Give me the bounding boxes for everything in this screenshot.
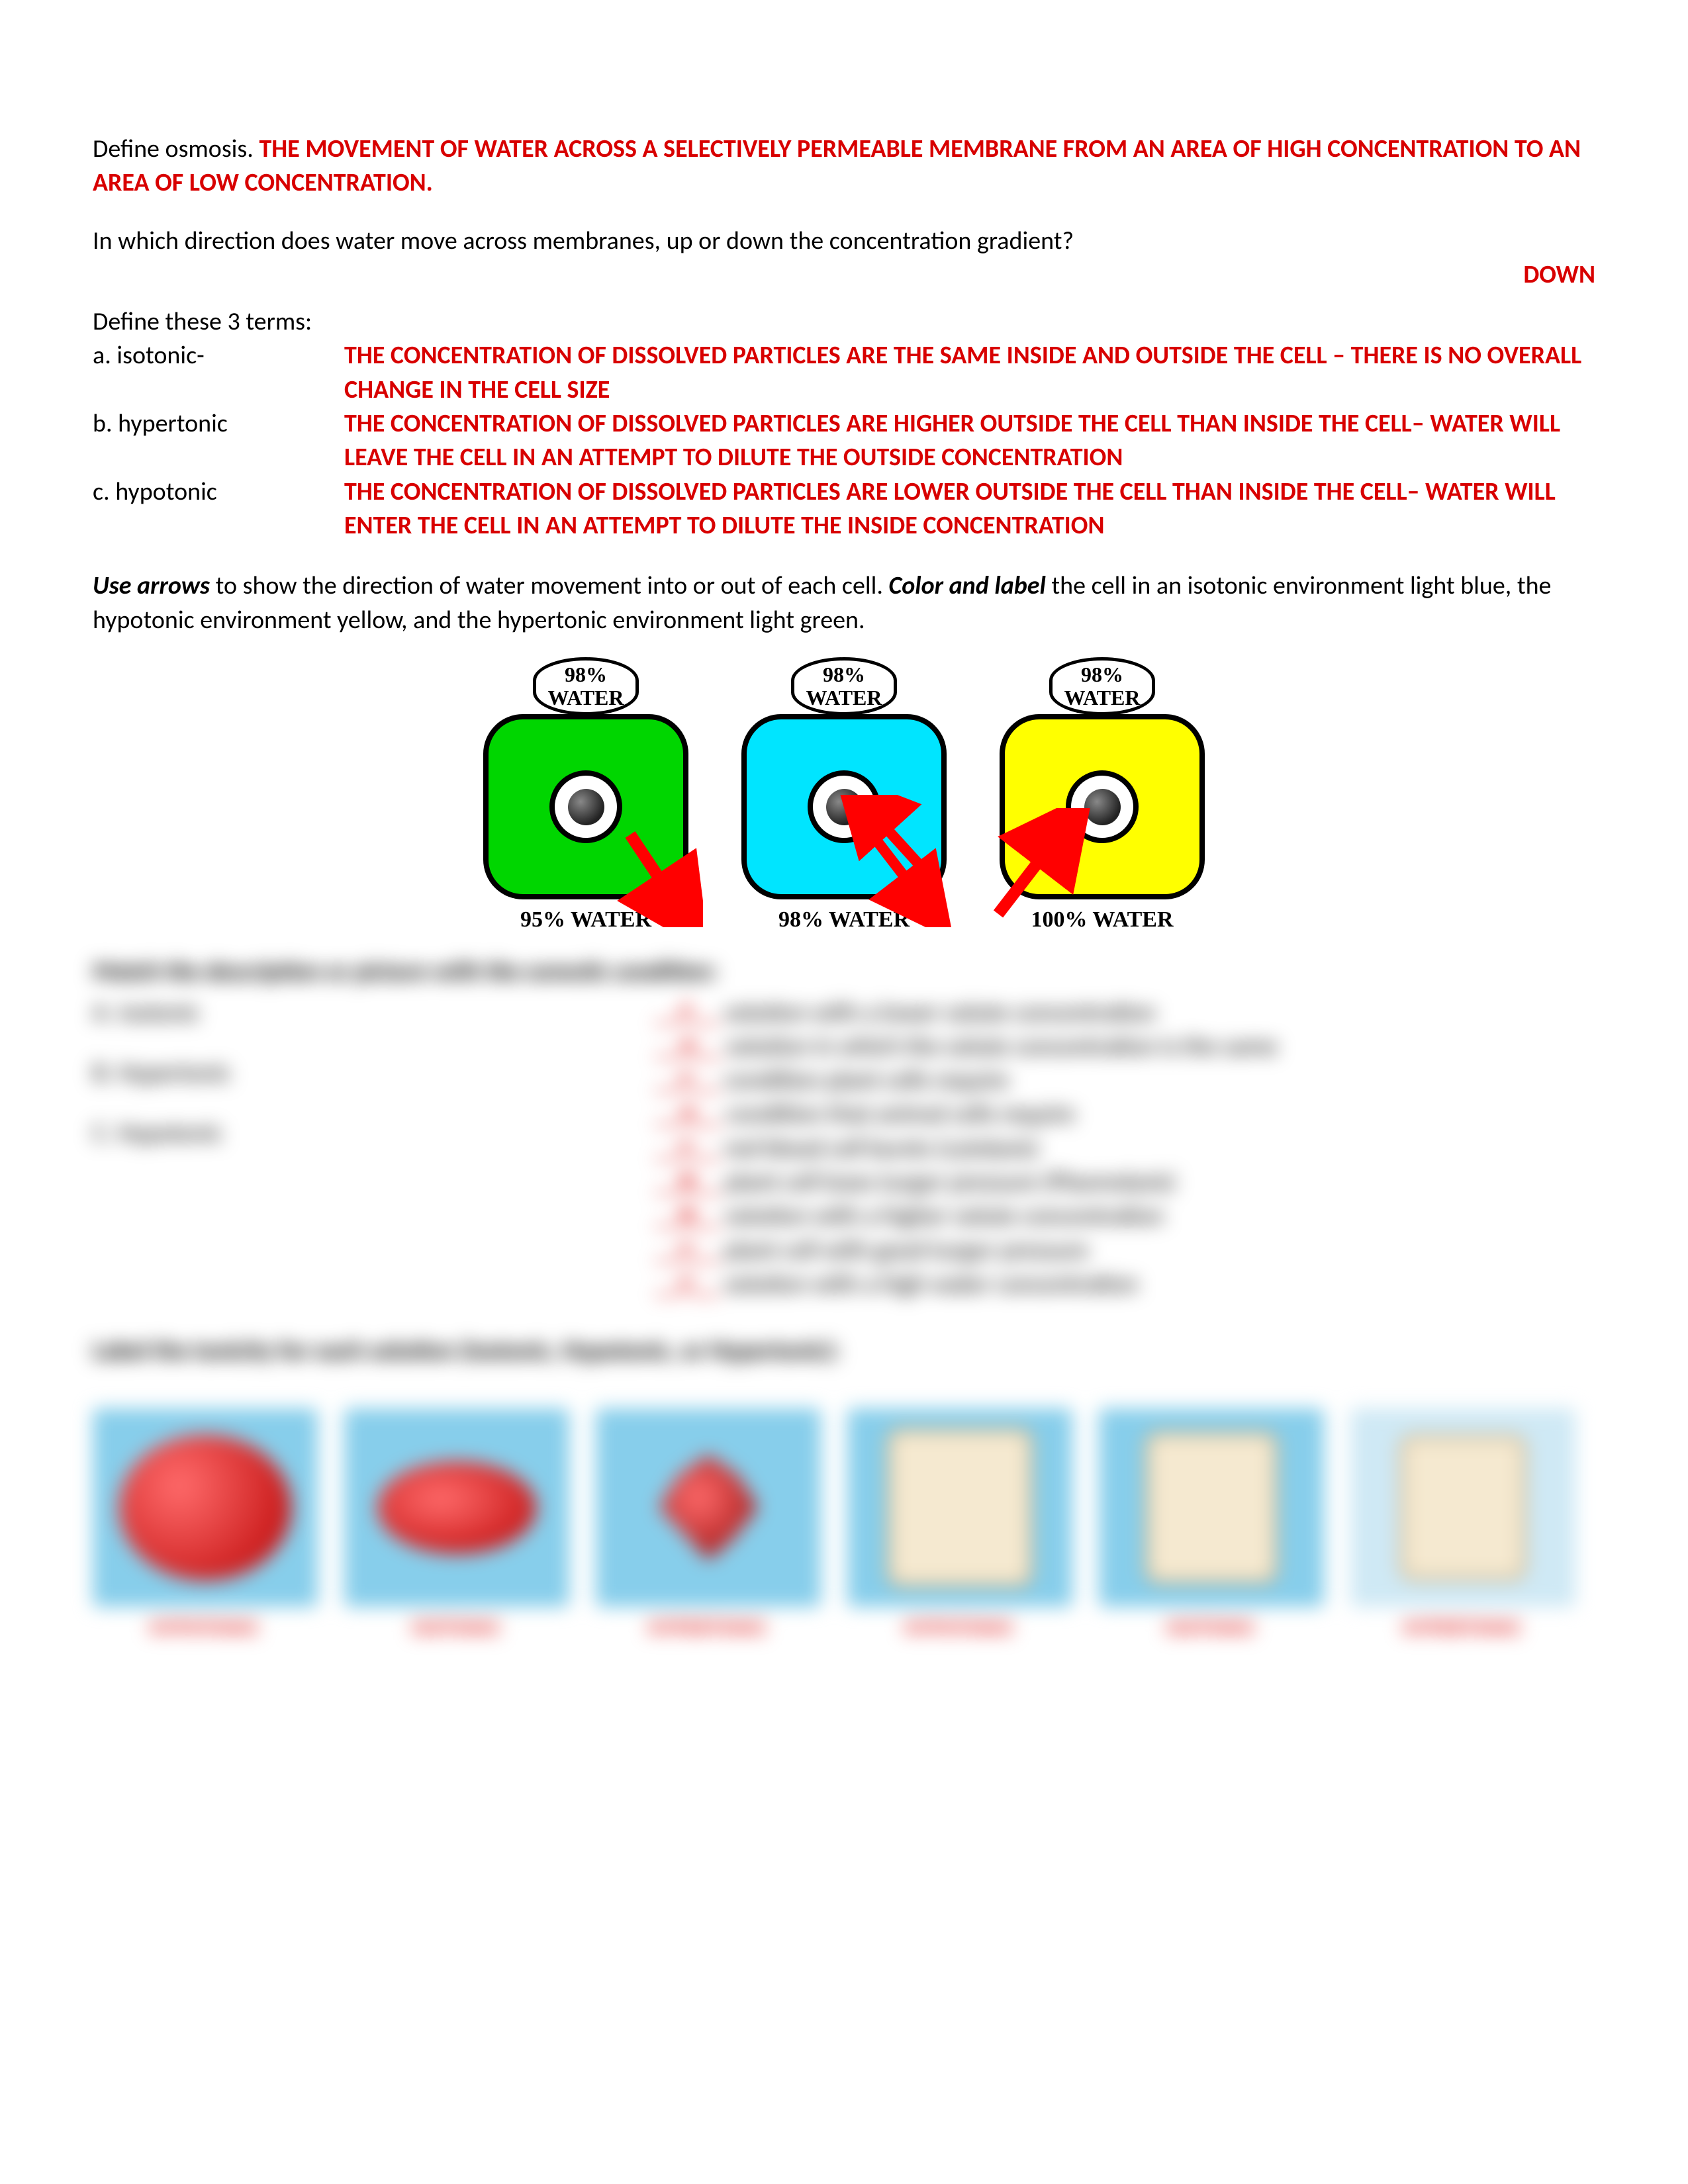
instr-mid: to show the direction of water movement … [210,570,889,601]
plant-hypertonic: HYPERTONIC [1350,1408,1575,1642]
cell1-top: 98% WATER [533,657,639,715]
q2-text: In which direction does water move acros… [93,224,1595,258]
plant-hypotonic: HYPOTONIC [847,1408,1072,1642]
match-right-2: __C__ condition plant cells require [655,1064,1595,1097]
term-b-row: b. hypertonic THE CONCENTRATION OF DISSO… [93,407,1595,475]
match-right-6: __B__ solution with a higher solute conc… [655,1199,1595,1233]
cell-isotonic: 98% WATER 98% WATER [741,657,947,935]
term-b-def: THE CONCENTRATION OF DISSOLVED PARTICLES… [344,407,1595,475]
arrow-instructions: Use arrows to show the direction of wate… [93,569,1595,637]
match-right-7: __C__ plant cell with good turgor pressu… [655,1234,1595,1267]
term-c-label: c. hypotonic [93,475,344,543]
cell-hypotonic: 98% WATER 100% WATER [1000,657,1205,935]
term-a-label: a. isotonic- [93,339,344,407]
term-b-label: b. hypertonic [93,407,344,475]
terms-intro: Define these 3 terms: [93,305,1595,339]
q2-answer: DOWN [93,258,1595,292]
rbc-isotonic: ISOTONIC [344,1408,569,1642]
match-left-1: B. Hypertonic [93,1056,655,1090]
match-left-2: C. Hypotonic [93,1116,655,1150]
q1-prompt: Define osmosis. [93,134,259,164]
match-right-5: __B__ plant cell loses turgor pressure (… [655,1165,1595,1199]
cell-diagram-row: 98% WATER 95% WATER 98% WATER [93,657,1595,935]
rbc-hypotonic: HYPOTONIC [93,1408,318,1642]
q1-answer: THE MOVEMENT OF WATER ACROSS A SELECTIVE… [93,134,1581,198]
match-left-0: A. Isotonic [93,996,655,1030]
match-right-8: __C__ solution with a high water concent… [655,1267,1595,1301]
cell-hypertonic: 98% WATER 95% WATER [483,657,688,935]
arrows-both-icon [822,795,955,927]
rbc-hypertonic: HYPERTONIC [596,1408,821,1642]
plant-isotonic: ISOTONIC [1099,1408,1324,1642]
label-prompt: Label the tonicity for each solution (Is… [93,1334,1595,1368]
blurred-content: Match the description or picture with th… [93,955,1595,1641]
match-right-3: __A__ condition that animal cells requir… [655,1097,1595,1131]
instr-bold2: Color and label [889,570,1046,601]
term-a-row: a. isotonic- THE CONCENTRATION OF DISSOL… [93,339,1595,407]
term-a-def: THE CONCENTRATION OF DISSOLVED PARTICLES… [344,339,1595,407]
cell1-nucleolus [568,789,604,825]
instr-prefix: Use arrows [93,570,210,601]
term-c-def: THE CONCENTRATION OF DISSOLVED PARTICLES… [344,475,1595,543]
cell2-top: 98% WATER [791,657,898,715]
match-heading: Match the description or picture with th… [93,955,1595,989]
q2-block: In which direction does water move acros… [93,224,1595,293]
term-c-row: c. hypotonic THE CONCENTRATION OF DISSOL… [93,475,1595,543]
match-right-4: __C__ red blood cell bursts (cytolysis) [655,1132,1595,1165]
cell3-top: 98% WATER [1049,657,1156,715]
arrow-in-icon [985,808,1091,927]
cell1-body [483,714,688,899]
arrow-out-icon [610,821,703,927]
tonicity-image-row: HYPOTONIC ISOTONIC HYPERTONIC HYPOTONIC … [93,1408,1595,1642]
match-right-1: __A__ solution in which the solute conce… [655,1030,1595,1064]
cell2-body [741,714,947,899]
match-right-0: __C__ solution with a lower solute conce… [655,996,1595,1030]
define-osmosis: Define osmosis. THE MOVEMENT OF WATER AC… [93,132,1595,201]
cell3-body [1000,714,1205,899]
